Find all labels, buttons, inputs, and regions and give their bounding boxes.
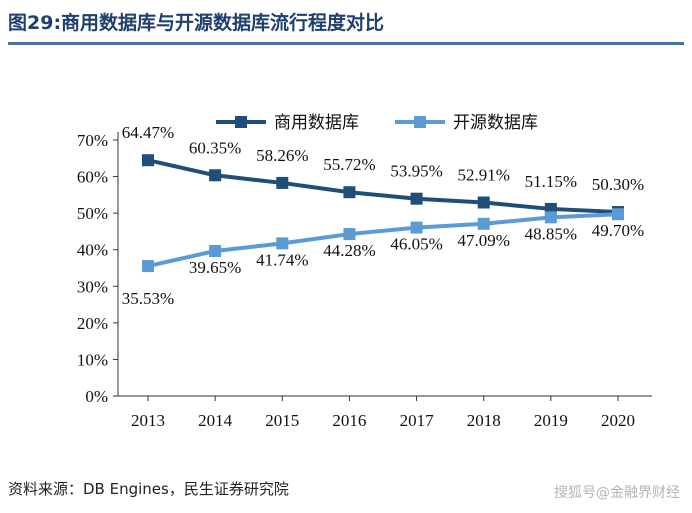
x-tick-label: 2016 xyxy=(332,411,366,430)
source-note: 资料来源：DB Engines，民生证券研究院 xyxy=(8,480,289,498)
series-line-1 xyxy=(147,158,619,215)
data-label-series-1: 64.47% xyxy=(122,123,174,142)
data-label-series-2: 48.85% xyxy=(525,224,577,243)
y-tick-label: 20% xyxy=(77,314,108,333)
series-2-point xyxy=(477,217,490,230)
data-label-series-1: 51.15% xyxy=(525,172,577,191)
data-label-series-2: 41.74% xyxy=(256,250,308,269)
watermark: 搜狐号@金融界财经 xyxy=(554,485,680,501)
x-tick-label: 2018 xyxy=(467,411,501,430)
series-2-point xyxy=(276,237,289,250)
x-tick-label: 2014 xyxy=(198,411,233,430)
data-label-series-1: 58.26% xyxy=(256,146,308,165)
series-1-point xyxy=(410,192,423,205)
legend-marker-1 xyxy=(235,116,247,128)
y-tick-label: 50% xyxy=(77,204,108,223)
series-1-point xyxy=(477,196,490,209)
series-2-point xyxy=(612,208,624,221)
x-tick-label: 2013 xyxy=(131,411,165,430)
x-tick-label: 2019 xyxy=(534,411,568,430)
series-line-2 xyxy=(147,212,619,269)
series-1-point xyxy=(209,169,222,182)
data-label-series-1: 60.35% xyxy=(189,138,241,157)
data-label-series-2: 46.05% xyxy=(390,235,442,254)
data-label-series-2: 39.65% xyxy=(189,258,241,277)
legend-marker-2 xyxy=(414,116,426,128)
y-tick-label: 40% xyxy=(77,241,108,260)
x-tick-label: 2017 xyxy=(400,411,435,430)
y-tick-label: 60% xyxy=(77,168,108,187)
series-1-point xyxy=(276,176,289,189)
legend-label-1: 商用数据库 xyxy=(274,113,359,133)
data-label-series-2: 44.28% xyxy=(323,241,375,260)
data-label-series-2: 49.70% xyxy=(592,221,644,240)
x-tick-label: 2020 xyxy=(601,411,635,430)
title-divider xyxy=(8,42,684,45)
y-tick-label: 70% xyxy=(77,131,108,150)
series-1-point xyxy=(142,154,154,167)
data-label-series-1: 50.30% xyxy=(592,175,644,194)
series-1-point xyxy=(343,186,356,199)
x-tick-label: 2015 xyxy=(265,411,299,430)
y-tick-label: 30% xyxy=(77,277,108,296)
series-2-point xyxy=(410,221,423,234)
series-2-point xyxy=(209,244,222,257)
line-chart: 0% 10% 20% 30% 40% 50% 60% 70% 2013 2014 2015 2016 2… xyxy=(77,113,652,430)
data-label-series-1: 55.72% xyxy=(323,155,375,174)
chart-title: 图29:商用数据库与开源数据库流行程度对比 xyxy=(8,12,385,34)
data-label-series-2: 47.09% xyxy=(458,231,510,250)
data-label-series-1: 52.91% xyxy=(458,166,510,185)
data-label-series-2: 35.53% xyxy=(122,289,174,308)
series-2-point xyxy=(142,260,154,273)
legend-label-2: 开源数据库 xyxy=(453,113,538,133)
y-tick-label: 10% xyxy=(77,350,108,369)
series-2-point xyxy=(343,228,356,241)
series-2-point xyxy=(544,211,557,224)
data-label-series-1: 53.95% xyxy=(390,162,442,181)
y-tick-label: 0% xyxy=(85,387,108,406)
